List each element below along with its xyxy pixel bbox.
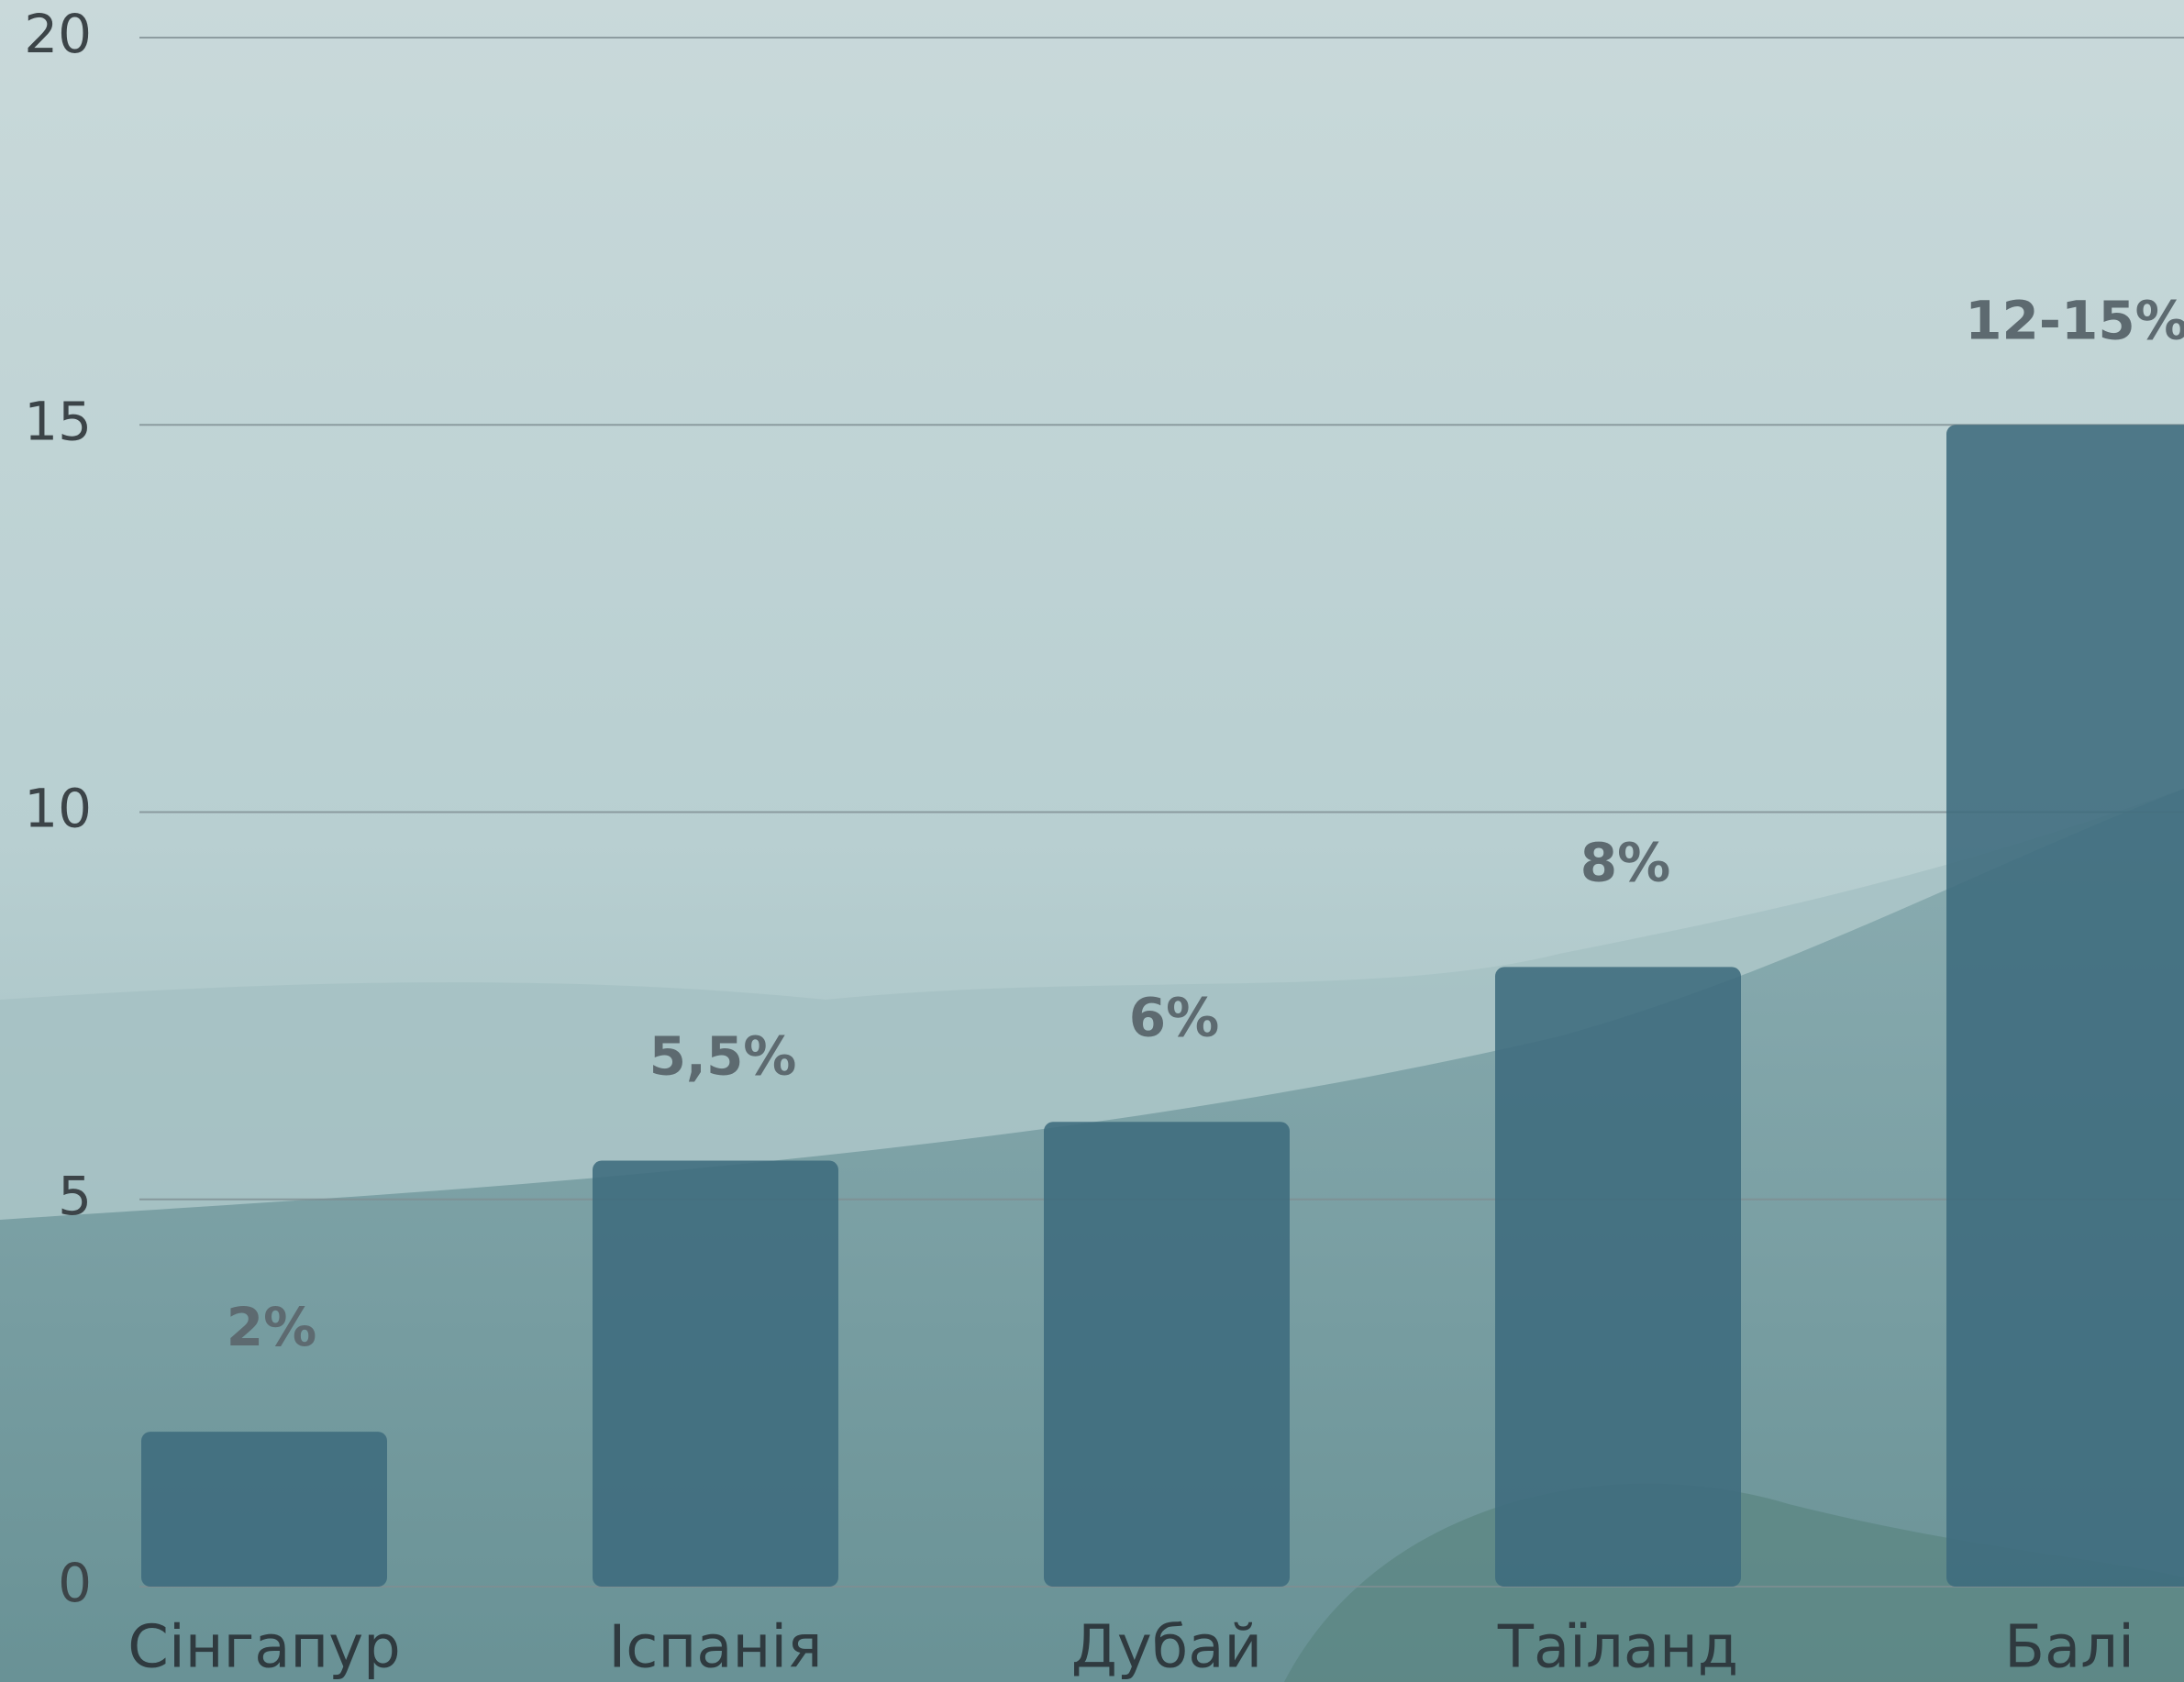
value-label: 2%	[227, 1296, 316, 1358]
x-tick-label: Дубай	[1071, 1614, 1262, 1682]
x-tick-label: Сінгапур	[127, 1614, 401, 1682]
y-tick-label: 10	[24, 778, 92, 840]
bar	[1946, 425, 2184, 1587]
value-label: 12-15%	[1965, 289, 2184, 351]
y-tick-label: 20	[24, 3, 92, 65]
bar	[1044, 1122, 1290, 1587]
y-tick-label: 15	[24, 390, 92, 452]
y-tick-label: 5	[58, 1165, 92, 1227]
bar	[593, 1161, 838, 1587]
value-label: 8%	[1580, 832, 1670, 894]
x-tick-label: Іспанія	[608, 1614, 822, 1682]
x-tick-label: Балі	[2004, 1614, 2134, 1682]
bar	[1495, 967, 1741, 1587]
bar	[141, 1432, 387, 1587]
y-tick-label: 0	[58, 1552, 92, 1614]
value-label: 6%	[1129, 986, 1219, 1048]
chart: 0 5 10 15 20 Сінгапур 2% Іспанія 5,5% Дубай 6% Таїл…	[0, 0, 2184, 1682]
value-label: 5,5%	[649, 1025, 797, 1088]
x-tick-label: Таїланд	[1497, 1614, 1738, 1682]
